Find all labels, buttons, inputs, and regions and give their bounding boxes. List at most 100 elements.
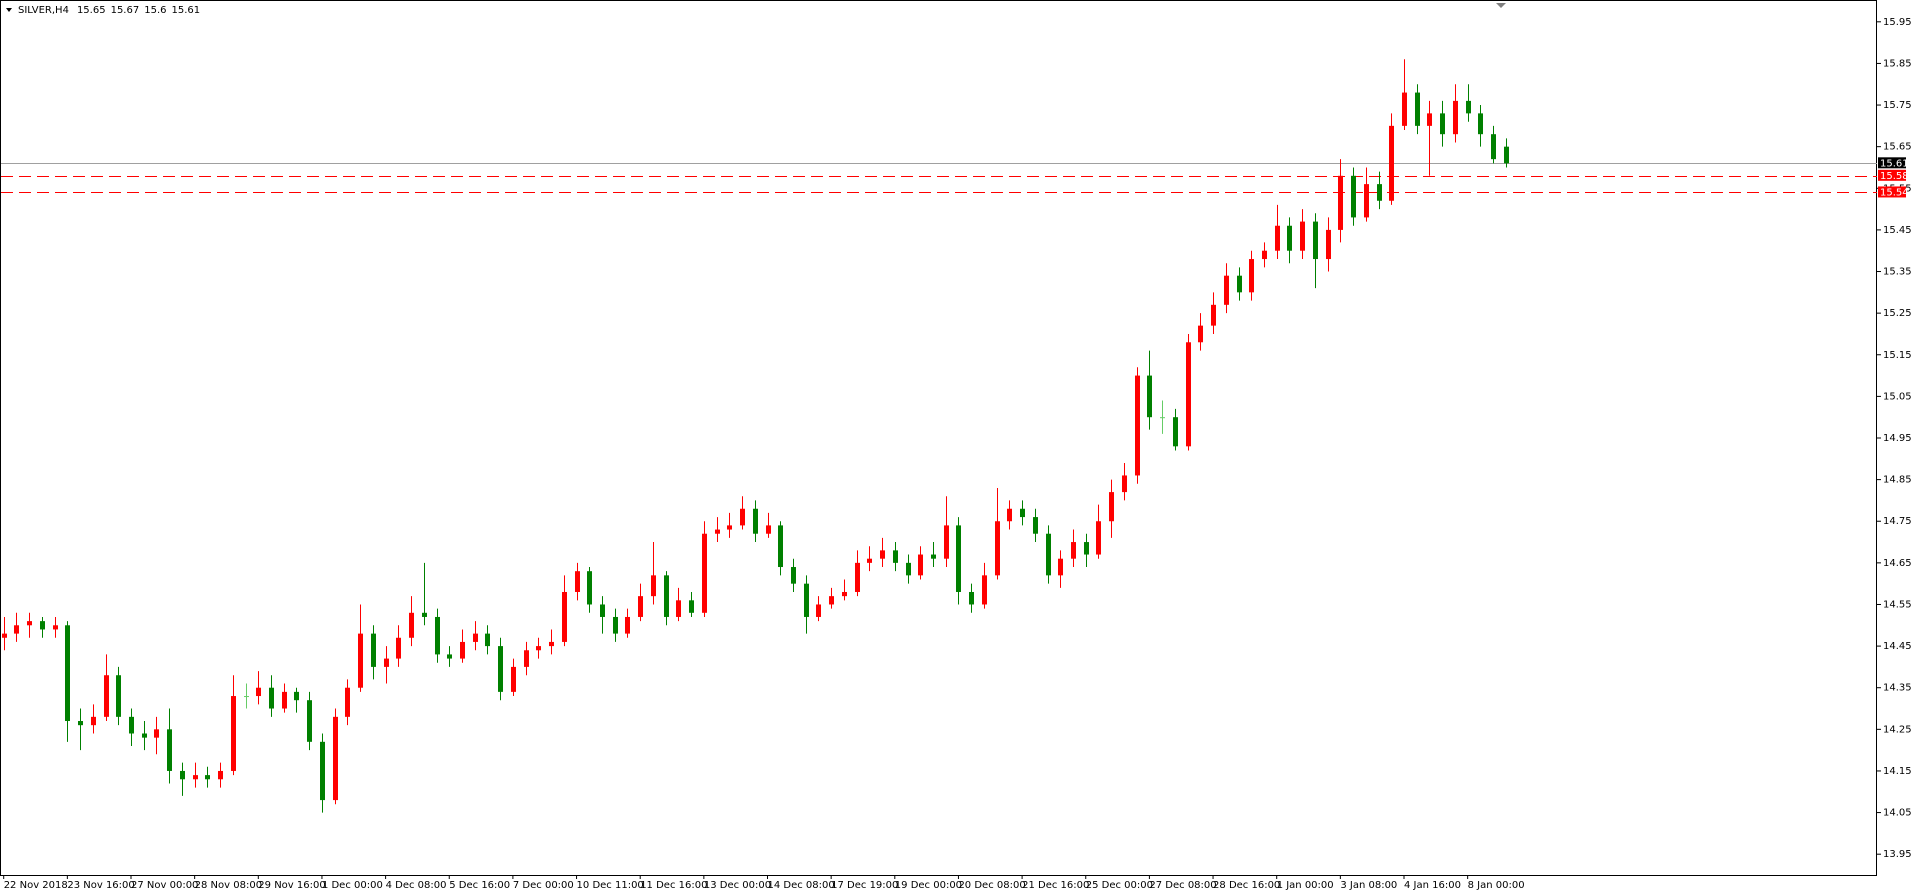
candle-body: [1198, 325, 1203, 343]
candle-body: [1020, 508, 1025, 518]
y-tick-label: 14.55: [1883, 599, 1912, 610]
candle-body: [1058, 558, 1063, 576]
price-label-box: [1878, 157, 1906, 169]
y-tick-label: 14.75: [1883, 516, 1912, 527]
y-tick-label: 15.05: [1883, 391, 1912, 402]
candle-body: [1287, 225, 1292, 251]
x-tick-label: 27 Nov 00:00: [131, 880, 198, 891]
candle-body: [78, 721, 83, 726]
candle-body: [791, 567, 796, 584]
candle-body: [1160, 417, 1165, 419]
candle-body: [27, 621, 32, 626]
candle-body: [40, 621, 45, 630]
candle-body: [2, 633, 7, 638]
candle-body: [1007, 508, 1012, 522]
candle-body: [422, 612, 427, 617]
ohlc-value: 15.67: [111, 5, 140, 16]
candle-body: [396, 637, 401, 659]
candle-body: [855, 562, 860, 592]
candle-body: [524, 650, 529, 667]
x-tick-label: 29 Nov 16:00: [258, 880, 325, 891]
candle-body: [333, 716, 338, 801]
x-tick-label: 11 Dec 16:00: [640, 880, 707, 891]
x-tick-label: 1 Dec 00:00: [322, 880, 383, 891]
y-tick-label: 15.75: [1883, 100, 1912, 111]
x-tick-label: 8 Jan 00:00: [1468, 880, 1525, 891]
candle-body: [1033, 517, 1038, 534]
candle-body: [1186, 342, 1191, 447]
candle-body: [1326, 229, 1331, 260]
candle-body: [1351, 175, 1356, 218]
candle-body: [231, 696, 236, 771]
candle-body: [816, 604, 821, 617]
menu-arrow[interactable]: [6, 8, 12, 12]
y-tick-label: 15.35: [1883, 267, 1912, 278]
candle-body: [766, 525, 771, 534]
candle-body: [1313, 221, 1318, 260]
candle-body: [906, 562, 911, 576]
candle-body: [995, 521, 1000, 576]
candle-body: [358, 633, 363, 688]
candle-body: [320, 741, 325, 801]
candle-body: [549, 641, 554, 647]
candle-body: [435, 616, 440, 655]
candle-body: [1275, 225, 1280, 251]
candle-body: [664, 575, 669, 617]
candle-body: [269, 687, 274, 709]
candle-body: [982, 575, 987, 605]
candle-body: [600, 604, 605, 617]
candle-body: [625, 616, 630, 634]
candle-body: [689, 600, 694, 613]
candle-body: [1389, 125, 1394, 201]
candle-body: [65, 625, 70, 722]
price-label: 15.61: [1880, 158, 1909, 169]
candle-body: [1262, 250, 1267, 260]
candle-body: [485, 633, 490, 647]
candle-body: [918, 554, 923, 576]
candle-body: [1338, 175, 1343, 230]
x-tick-label: 28 Nov 08:00: [195, 880, 262, 891]
candle-body: [1071, 542, 1076, 559]
y-tick-label: 13.95: [1883, 849, 1912, 860]
x-tick-label: 20 Dec 08:00: [958, 880, 1025, 891]
candle-body: [294, 691, 299, 701]
candle-body: [1046, 533, 1051, 576]
candle-body: [1402, 92, 1407, 126]
x-tick-label: 17 Dec 19:00: [831, 880, 898, 891]
price-label: 15.58: [1880, 171, 1909, 182]
candle-body: [1135, 375, 1140, 476]
candle-body: [562, 591, 567, 642]
y-tick-label: 15.25: [1883, 308, 1912, 319]
candle-body: [218, 770, 223, 780]
y-tick-label: 15.95: [1883, 17, 1912, 28]
candle-body: [14, 625, 19, 634]
candle-body: [613, 616, 618, 634]
y-tick-label: 14.05: [1883, 808, 1912, 819]
x-tick-label: 22 Nov 2018: [4, 880, 68, 891]
candle-body: [307, 700, 312, 742]
candle-body: [1147, 375, 1152, 418]
candle-body: [129, 716, 134, 734]
candle-body: [575, 571, 580, 592]
x-tick-label: 1 Jan 00:00: [1277, 880, 1334, 891]
candle-body: [944, 525, 949, 559]
candle-body: [727, 525, 732, 530]
candle-body: [1249, 259, 1254, 293]
candle-body: [638, 596, 643, 617]
candle-body: [167, 729, 172, 771]
candle-body: [1109, 492, 1114, 522]
candle-body: [409, 612, 414, 638]
ohlc-value: 15.6: [144, 5, 166, 16]
candle-body: [931, 554, 936, 559]
candle-body: [969, 591, 974, 605]
candle-body: [1237, 275, 1242, 293]
candle-body: [371, 633, 376, 667]
plot-frame: [0, 0, 1877, 876]
y-tick-label: 14.65: [1883, 558, 1912, 569]
y-tick-label: 15.65: [1883, 142, 1912, 153]
candle-body: [587, 571, 592, 605]
price-label-box: [1878, 186, 1906, 198]
candle-body: [116, 675, 121, 717]
